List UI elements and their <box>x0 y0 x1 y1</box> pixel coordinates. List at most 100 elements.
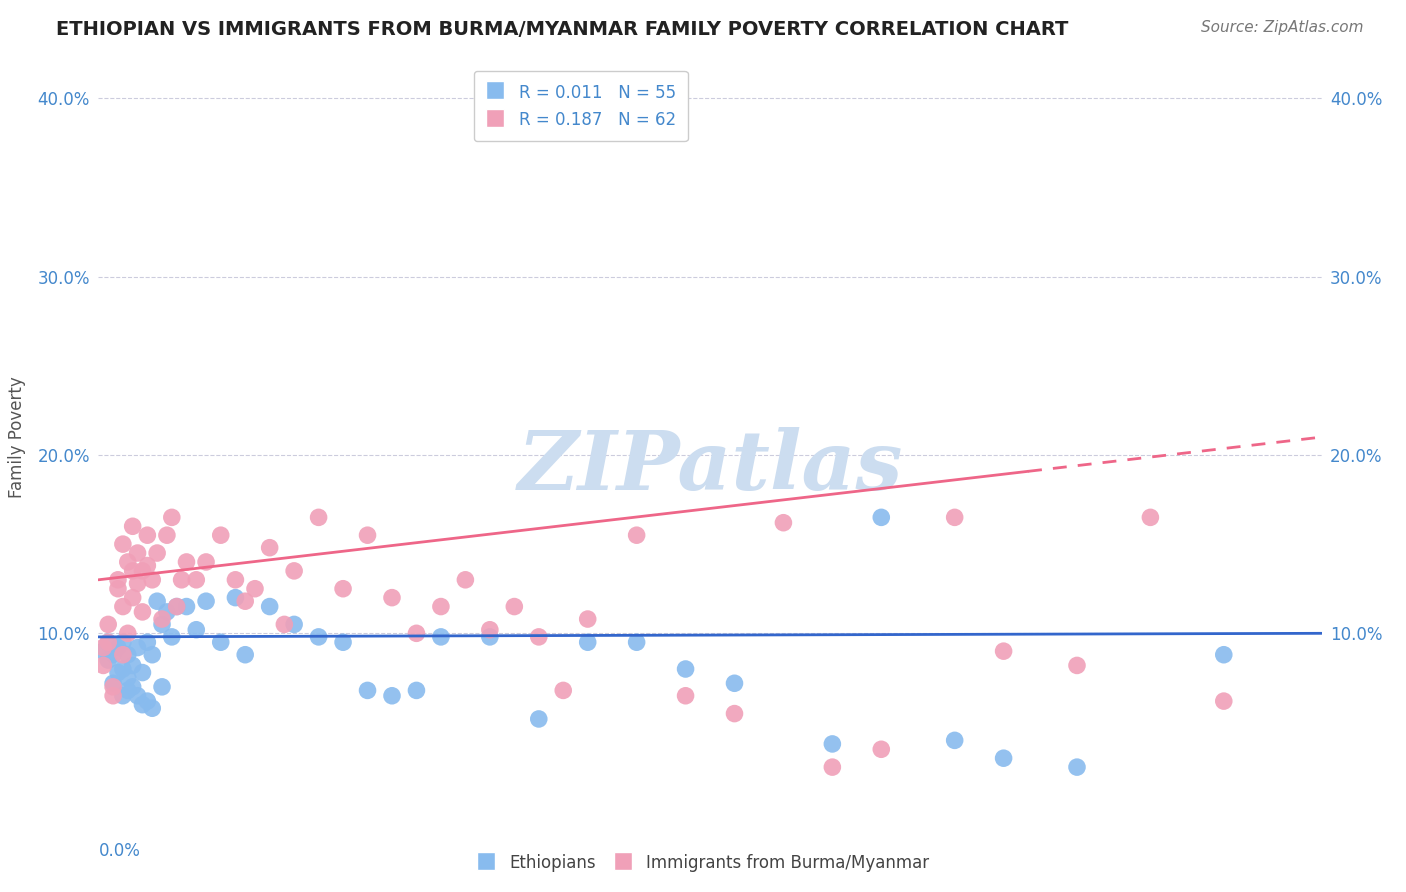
Point <box>224 573 246 587</box>
Point <box>405 683 427 698</box>
Point <box>195 594 218 608</box>
Point <box>176 599 198 614</box>
Point <box>101 648 124 662</box>
Point <box>141 701 163 715</box>
Point <box>117 626 139 640</box>
Point <box>821 737 844 751</box>
Text: ETHIOPIAN VS IMMIGRANTS FROM BURMA/MYANMAR FAMILY POVERTY CORRELATION CHART: ETHIOPIAN VS IMMIGRANTS FROM BURMA/MYANM… <box>56 20 1069 38</box>
Point <box>141 573 163 587</box>
Point <box>91 644 114 658</box>
Point <box>283 617 305 632</box>
Point <box>160 630 183 644</box>
Text: Source: ZipAtlas.com: Source: ZipAtlas.com <box>1201 20 1364 35</box>
Point <box>626 528 648 542</box>
Point <box>430 599 453 614</box>
Point <box>1066 658 1088 673</box>
Point <box>675 689 697 703</box>
Point <box>150 612 173 626</box>
Point <box>121 519 143 533</box>
Point <box>527 630 550 644</box>
Point <box>224 591 246 605</box>
Point <box>121 591 143 605</box>
Point <box>943 510 966 524</box>
Point <box>156 605 179 619</box>
Point <box>870 510 893 524</box>
Point <box>356 683 378 698</box>
Point <box>478 630 501 644</box>
Point <box>723 706 745 721</box>
Point <box>136 694 159 708</box>
Point <box>209 528 232 542</box>
Point <box>156 528 179 542</box>
Point <box>1212 648 1234 662</box>
Point <box>195 555 218 569</box>
Point <box>626 635 648 649</box>
Point <box>150 617 173 632</box>
Point <box>117 555 139 569</box>
Point <box>111 635 134 649</box>
Point <box>117 671 139 685</box>
Point <box>332 635 354 649</box>
Point <box>870 742 893 756</box>
Point <box>127 546 149 560</box>
Point <box>150 680 173 694</box>
Point <box>259 599 281 614</box>
Point <box>1066 760 1088 774</box>
Point <box>121 680 143 694</box>
Point <box>308 630 330 644</box>
Point <box>146 594 169 608</box>
Point <box>97 635 120 649</box>
Point <box>209 635 232 649</box>
Point <box>160 510 183 524</box>
Point <box>97 653 120 667</box>
Point <box>111 599 134 614</box>
Point <box>101 689 124 703</box>
Point <box>101 680 124 694</box>
Point <box>233 594 256 608</box>
Point <box>141 648 163 662</box>
Point <box>111 648 134 662</box>
Point <box>111 662 134 676</box>
Point <box>166 599 188 614</box>
Point <box>146 546 169 560</box>
Point <box>1212 694 1234 708</box>
Point <box>186 623 208 637</box>
Point <box>243 582 266 596</box>
Point <box>527 712 550 726</box>
Point <box>993 644 1015 658</box>
Point <box>332 582 354 596</box>
Legend: Ethiopians, Immigrants from Burma/Myanmar: Ethiopians, Immigrants from Burma/Myanma… <box>470 847 936 880</box>
Point <box>308 510 330 524</box>
Point <box>993 751 1015 765</box>
Point <box>136 635 159 649</box>
Point <box>454 573 477 587</box>
Point <box>127 640 149 655</box>
Point <box>97 635 120 649</box>
Point <box>576 612 599 626</box>
Point <box>723 676 745 690</box>
Point <box>381 591 404 605</box>
Point <box>186 573 208 587</box>
Point <box>675 662 697 676</box>
Point <box>170 573 193 587</box>
Point <box>166 599 188 614</box>
Text: ZIPatlas: ZIPatlas <box>517 427 903 507</box>
Text: 0.0%: 0.0% <box>98 842 141 860</box>
Point <box>97 617 120 632</box>
Point <box>107 573 129 587</box>
Point <box>553 683 575 698</box>
Point <box>91 640 114 655</box>
Point <box>1139 510 1161 524</box>
Point <box>111 537 134 551</box>
Point <box>131 605 153 619</box>
Point <box>356 528 378 542</box>
Point <box>273 617 295 632</box>
Point <box>121 564 143 578</box>
Point <box>405 626 427 640</box>
Point <box>117 648 139 662</box>
Point <box>131 665 153 680</box>
Point <box>91 658 114 673</box>
Point <box>127 689 149 703</box>
Point <box>503 599 526 614</box>
Point <box>107 665 129 680</box>
